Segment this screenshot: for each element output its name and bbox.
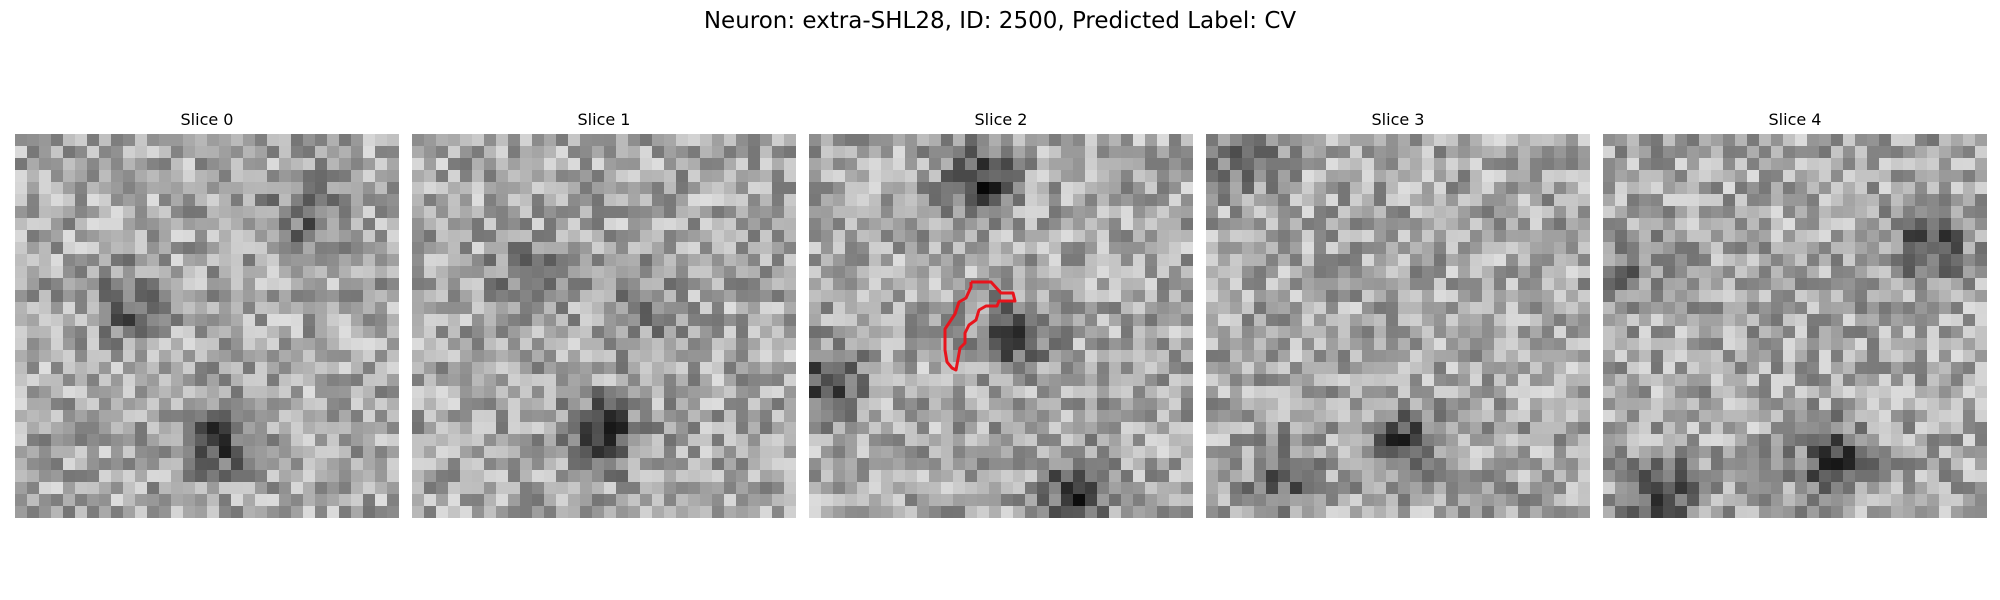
slice-panel-1: Slice 1 [412, 108, 796, 518]
slice-image [809, 134, 1193, 518]
slice-title: Slice 3 [1371, 110, 1425, 129]
slice-panel-4: Slice 4 [1603, 108, 1987, 518]
slice-title: Slice 2 [974, 110, 1028, 129]
slice-title: Slice 1 [577, 110, 631, 129]
slice-panel-0: Slice 0 [15, 108, 399, 518]
slice-image [412, 134, 796, 518]
slice-image [1603, 134, 1987, 518]
slice-title: Slice 4 [1768, 110, 1822, 129]
slice-panel-2: Slice 2 [809, 108, 1193, 518]
slice-image [15, 134, 399, 518]
slice-title: Slice 0 [180, 110, 234, 129]
figure-title: Neuron: extra-SHL28, ID: 2500, Predicted… [703, 8, 1297, 34]
slice-panel-3: Slice 3 [1206, 108, 1590, 518]
slice-image [1206, 134, 1590, 518]
